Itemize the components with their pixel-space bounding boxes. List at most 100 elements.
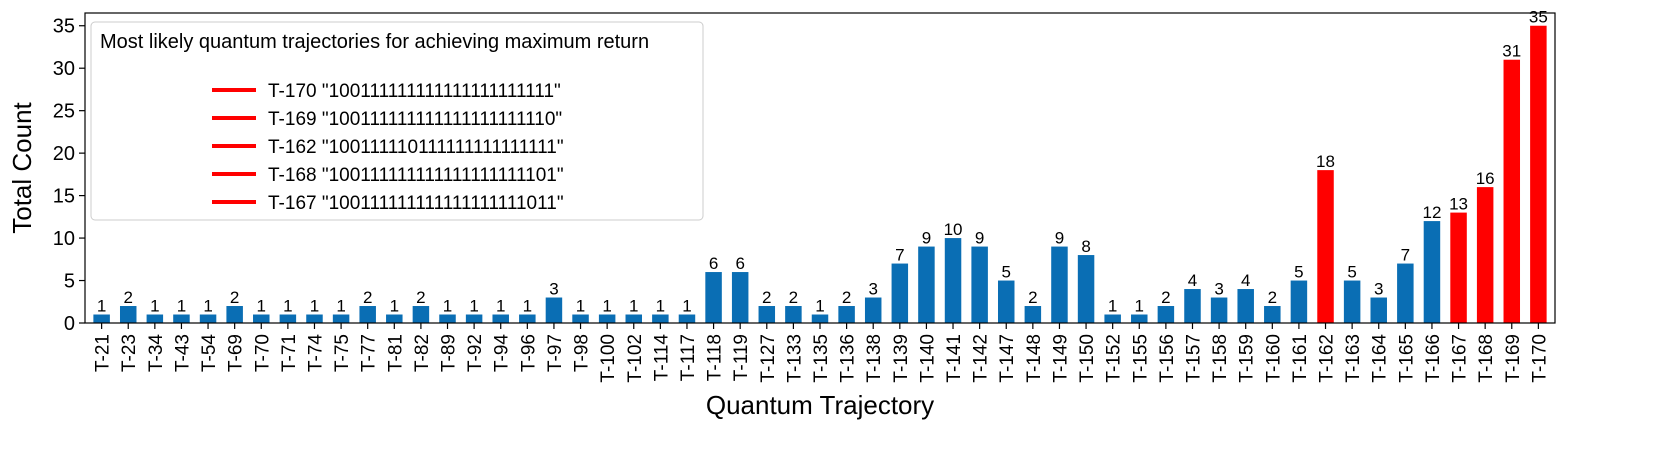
bar-T-163	[1343, 280, 1361, 323]
x-tick-label-T-161: T-161	[1290, 334, 1311, 383]
bar-T-148	[1024, 306, 1042, 323]
x-tick-label-T-92: T-92	[465, 334, 486, 372]
data-label-T-43: 1	[177, 297, 186, 316]
y-tick-label-5: 5	[64, 271, 75, 293]
data-label-T-165: 7	[1401, 246, 1410, 265]
bar-T-92	[465, 314, 483, 323]
data-label-T-96: 1	[523, 297, 532, 316]
bar-T-98	[572, 314, 589, 323]
data-label-T-169: 31	[1502, 42, 1521, 61]
x-tick-label-T-162: T-162	[1317, 334, 1338, 383]
x-tick-label-T-170: T-170	[1529, 334, 1550, 383]
x-tick-label-T-140: T-140	[917, 334, 938, 383]
bar-T-81	[386, 314, 403, 323]
bar-T-135	[811, 314, 829, 323]
bar-T-155	[1131, 314, 1148, 323]
x-tick-label-T-117: T-117	[678, 334, 699, 381]
data-label-T-70: 1	[257, 297, 266, 316]
x-tick-label-T-89: T-89	[439, 334, 460, 372]
x-tick-label-T-98: T-98	[572, 334, 593, 372]
data-label-T-92: 1	[469, 297, 478, 316]
x-tick-label-T-163: T-163	[1343, 334, 1364, 383]
data-label-T-162: 18	[1316, 152, 1335, 171]
x-tick-label-T-157: T-157	[1183, 334, 1204, 383]
legend-entry: T-167 "100111111111111111111011"	[268, 193, 564, 214]
x-tick-label-T-156: T-156	[1157, 334, 1178, 383]
x-tick-label-T-169: T-169	[1503, 334, 1524, 383]
x-tick-label-T-114: T-114	[651, 334, 672, 382]
data-label-T-148: 2	[1028, 288, 1037, 307]
bar-T-133	[785, 306, 802, 323]
x-tick-label-T-139: T-139	[891, 334, 912, 383]
data-label-T-161: 5	[1294, 263, 1303, 282]
data-label-T-21: 1	[97, 297, 106, 316]
bar-T-96	[519, 314, 536, 323]
bar-T-117	[678, 314, 696, 323]
x-tick-label-T-159: T-159	[1237, 334, 1258, 383]
y-tick-label-20: 20	[53, 143, 75, 165]
data-label-T-149: 9	[1055, 229, 1064, 248]
bar-T-119	[731, 272, 749, 323]
bar-T-167	[1450, 212, 1467, 323]
x-tick-label-T-142: T-142	[971, 334, 992, 383]
x-tick-label-T-168: T-168	[1476, 334, 1497, 383]
bar-T-160	[1264, 306, 1281, 323]
data-label-T-158: 3	[1214, 280, 1223, 299]
x-tick-label-T-81: T-81	[385, 334, 406, 372]
data-label-T-156: 2	[1161, 288, 1170, 307]
x-tick-label-T-147: T-147	[997, 334, 1018, 383]
x-tick-label-T-149: T-149	[1050, 334, 1071, 383]
bar-T-141	[944, 238, 962, 323]
x-tick-label-T-70: T-70	[252, 334, 273, 372]
x-tick-label-T-82: T-82	[412, 334, 433, 372]
x-tick-label-T-75: T-75	[332, 334, 353, 372]
x-tick-label-T-34: T-34	[146, 334, 167, 372]
bar-T-142	[971, 246, 988, 323]
data-label-T-118: 6	[709, 254, 718, 273]
data-label-T-142: 9	[975, 229, 984, 248]
data-label-T-71: 1	[283, 297, 292, 316]
x-tick-label-T-136: T-136	[838, 334, 859, 383]
bar-T-140	[918, 246, 935, 323]
x-tick-label-T-119: T-119	[731, 334, 752, 381]
data-label-T-100: 1	[602, 297, 611, 316]
bar-T-74	[306, 314, 323, 323]
x-tick-label-T-135: T-135	[811, 334, 832, 383]
x-tick-label-T-96: T-96	[518, 334, 539, 372]
data-label-T-89: 1	[443, 297, 452, 316]
x-tick-label-T-138: T-138	[864, 334, 885, 383]
x-tick-label-T-152: T-152	[1104, 334, 1125, 383]
bar-T-34	[146, 314, 164, 323]
x-tick-label-T-69: T-69	[226, 334, 247, 372]
bar-T-97	[545, 297, 563, 323]
bar-T-77	[359, 306, 376, 323]
bar-T-170	[1530, 25, 1547, 324]
data-label-T-77: 2	[363, 288, 372, 307]
y-axis: 0 5 10 15 20 25 30 35	[53, 16, 85, 335]
bar-T-82	[412, 306, 430, 323]
bar-T-139	[891, 263, 909, 323]
y-axis-title: Total Count	[7, 101, 37, 233]
x-tick-label-T-164: T-164	[1370, 334, 1391, 383]
data-label-T-147: 5	[1002, 263, 1011, 282]
data-label-T-167: 13	[1449, 195, 1468, 214]
data-label-T-141: 10	[944, 220, 963, 239]
bar-T-69	[226, 306, 243, 323]
x-tick-label-T-100: T-100	[598, 334, 619, 383]
y-tick-label-35: 35	[53, 16, 75, 38]
x-axis-title: Quantum Trajectory	[706, 390, 934, 420]
legend-box	[90, 21, 704, 221]
bar-T-21	[93, 314, 110, 323]
data-label-T-140: 9	[922, 229, 931, 248]
y-tick-label-10: 10	[53, 228, 75, 250]
data-label-T-133: 2	[789, 288, 798, 307]
bar-T-127	[758, 306, 776, 323]
bar-T-150	[1077, 255, 1095, 323]
x-tick-label-T-133: T-133	[784, 334, 805, 383]
x-tick-label-T-23: T-23	[119, 334, 140, 372]
x-tick-label-T-94: T-94	[492, 334, 513, 372]
bar-T-43	[173, 314, 190, 323]
bar-T-168	[1476, 187, 1494, 323]
y-tick-label-30: 30	[53, 58, 75, 80]
